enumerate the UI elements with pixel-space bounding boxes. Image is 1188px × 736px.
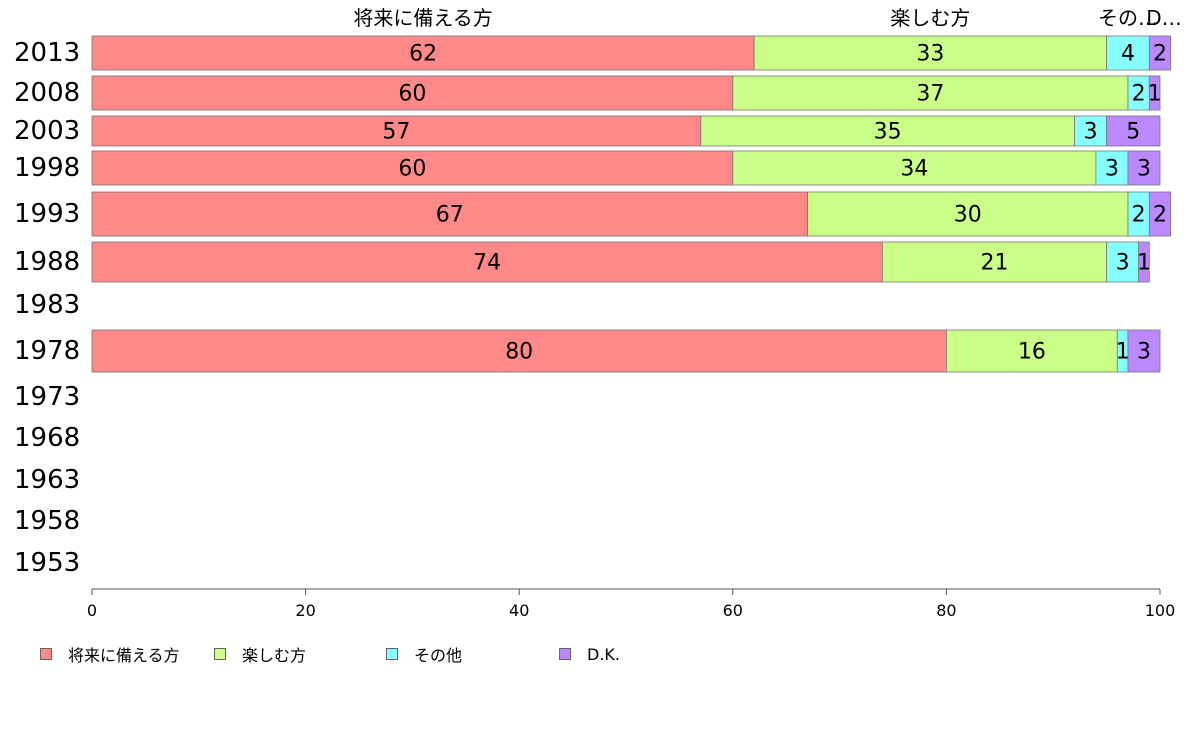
data-label-2013-series-0: 62 xyxy=(409,42,437,67)
legend-swatch-other xyxy=(386,648,398,660)
data-label-2013-series-2: 4 xyxy=(1121,42,1135,67)
bar-1993-series-1 xyxy=(807,191,1129,237)
legend-item-other: その他 xyxy=(386,644,463,665)
bar-2013-series-1 xyxy=(753,35,1107,71)
x-tick-label-20: 20 xyxy=(295,601,315,620)
data-label-1978-series-0: 80 xyxy=(505,340,533,365)
legend-label-dk: D.K. xyxy=(587,644,620,664)
y-tick-label-2013: 2013 xyxy=(14,38,80,68)
x-tick-label-0: 0 xyxy=(87,601,97,620)
bar-1993-series-0 xyxy=(91,191,808,237)
y-tick-label-1993: 1993 xyxy=(14,199,80,229)
bar-1978-series-3 xyxy=(1127,329,1161,373)
bar-2008-series-3 xyxy=(1148,75,1161,111)
data-label-1993-series-0: 67 xyxy=(436,203,464,228)
y-tick-label-1988: 1988 xyxy=(14,247,80,277)
x-tick-label-100: 100 xyxy=(1145,601,1176,620)
top-header-label-1: 楽しむ方 xyxy=(890,6,970,30)
data-label-2013-series-3: 2 xyxy=(1153,42,1167,67)
bar-1988-series-1 xyxy=(881,241,1108,283)
y-tick-label-1998: 1998 xyxy=(14,153,80,183)
bar-2003-series-2 xyxy=(1074,115,1108,147)
bar-2013-series-0 xyxy=(91,35,755,71)
bar-2003-series-0 xyxy=(91,115,702,147)
bar-1978-series-0 xyxy=(91,329,947,373)
legend-item-dk: D.K. xyxy=(559,644,620,664)
x-tick-label-80: 80 xyxy=(936,601,956,620)
legend-label-save: 将来に備える方 xyxy=(68,646,180,665)
bar-2013-series-3 xyxy=(1148,35,1172,71)
data-label-1988-series-3: 1 xyxy=(1137,251,1151,276)
data-label-1998-series-0: 60 xyxy=(398,157,426,182)
x-tick-label-60: 60 xyxy=(723,601,743,620)
y-tick-label-1978: 1978 xyxy=(14,336,80,366)
data-label-2008-series-0: 60 xyxy=(398,82,426,107)
y-tick-label-1968: 1968 xyxy=(14,423,80,453)
data-label-1978-series-2: 1 xyxy=(1116,340,1130,365)
data-label-1998-series-3: 3 xyxy=(1137,157,1151,182)
data-label-2008-series-2: 2 xyxy=(1132,82,1146,107)
data-label-2003-series-3: 5 xyxy=(1126,120,1140,145)
data-label-1988-series-2: 3 xyxy=(1116,251,1130,276)
y-tick-label-2008: 2008 xyxy=(14,78,80,108)
bar-1998-series-1 xyxy=(732,150,1097,186)
legend-item-save: 将来に備える方 xyxy=(40,644,180,665)
top-header-label-2: その… xyxy=(1098,6,1158,30)
legend-item-enjoy: 楽しむ方 xyxy=(214,644,307,665)
data-label-2008-series-1: 37 xyxy=(916,82,944,107)
data-label-1988-series-0: 74 xyxy=(473,251,501,276)
y-tick-label-1963: 1963 xyxy=(14,465,80,495)
data-label-2003-series-1: 35 xyxy=(874,120,902,145)
legend-swatch-dk xyxy=(559,648,571,660)
data-label-1998-series-1: 34 xyxy=(900,157,928,182)
data-label-2003-series-2: 3 xyxy=(1084,120,1098,145)
data-label-1988-series-1: 21 xyxy=(980,251,1008,276)
y-tick-label-1958: 1958 xyxy=(14,506,80,536)
bar-2013-series-2 xyxy=(1106,35,1150,71)
bar-1988-series-0 xyxy=(91,241,883,283)
bar-1998-series-0 xyxy=(91,150,734,186)
legend-label-other: その他 xyxy=(414,646,463,665)
x-tick-label-40: 40 xyxy=(509,601,529,620)
y-tick-label-2003: 2003 xyxy=(14,116,80,146)
bar-2003-series-3 xyxy=(1106,115,1161,147)
data-label-1993-series-2: 2 xyxy=(1132,203,1146,228)
bar-2003-series-1 xyxy=(700,115,1075,147)
bar-1988-series-3 xyxy=(1138,241,1150,283)
data-label-2008-series-3: 1 xyxy=(1148,82,1162,107)
bar-2008-series-0 xyxy=(91,75,734,111)
data-label-1998-series-2: 3 xyxy=(1105,157,1119,182)
data-label-2013-series-1: 33 xyxy=(916,42,944,67)
y-tick-label-1983: 1983 xyxy=(14,290,80,320)
bar-1988-series-2 xyxy=(1106,241,1140,283)
bar-1993-series-3 xyxy=(1148,191,1172,237)
bar-2008-series-1 xyxy=(732,75,1129,111)
data-label-1993-series-3: 2 xyxy=(1153,203,1167,228)
top-header-label-3: D… xyxy=(1146,6,1181,30)
bar-1998-series-2 xyxy=(1095,150,1129,186)
data-label-1978-series-3: 3 xyxy=(1137,340,1151,365)
bar-1998-series-3 xyxy=(1127,150,1161,186)
legend-swatch-enjoy xyxy=(214,648,226,660)
y-tick-label-1973: 1973 xyxy=(14,382,80,412)
data-label-2003-series-0: 57 xyxy=(382,120,410,145)
y-tick-label-1953: 1953 xyxy=(14,548,80,578)
data-label-1978-series-1: 16 xyxy=(1018,340,1046,365)
data-label-1993-series-1: 30 xyxy=(954,203,982,228)
bar-1978-series-1 xyxy=(946,329,1118,373)
legend-swatch-save xyxy=(40,648,52,660)
top-header-label-0: 将来に備える方 xyxy=(353,6,492,30)
legend-label-enjoy: 楽しむ方 xyxy=(242,646,307,665)
